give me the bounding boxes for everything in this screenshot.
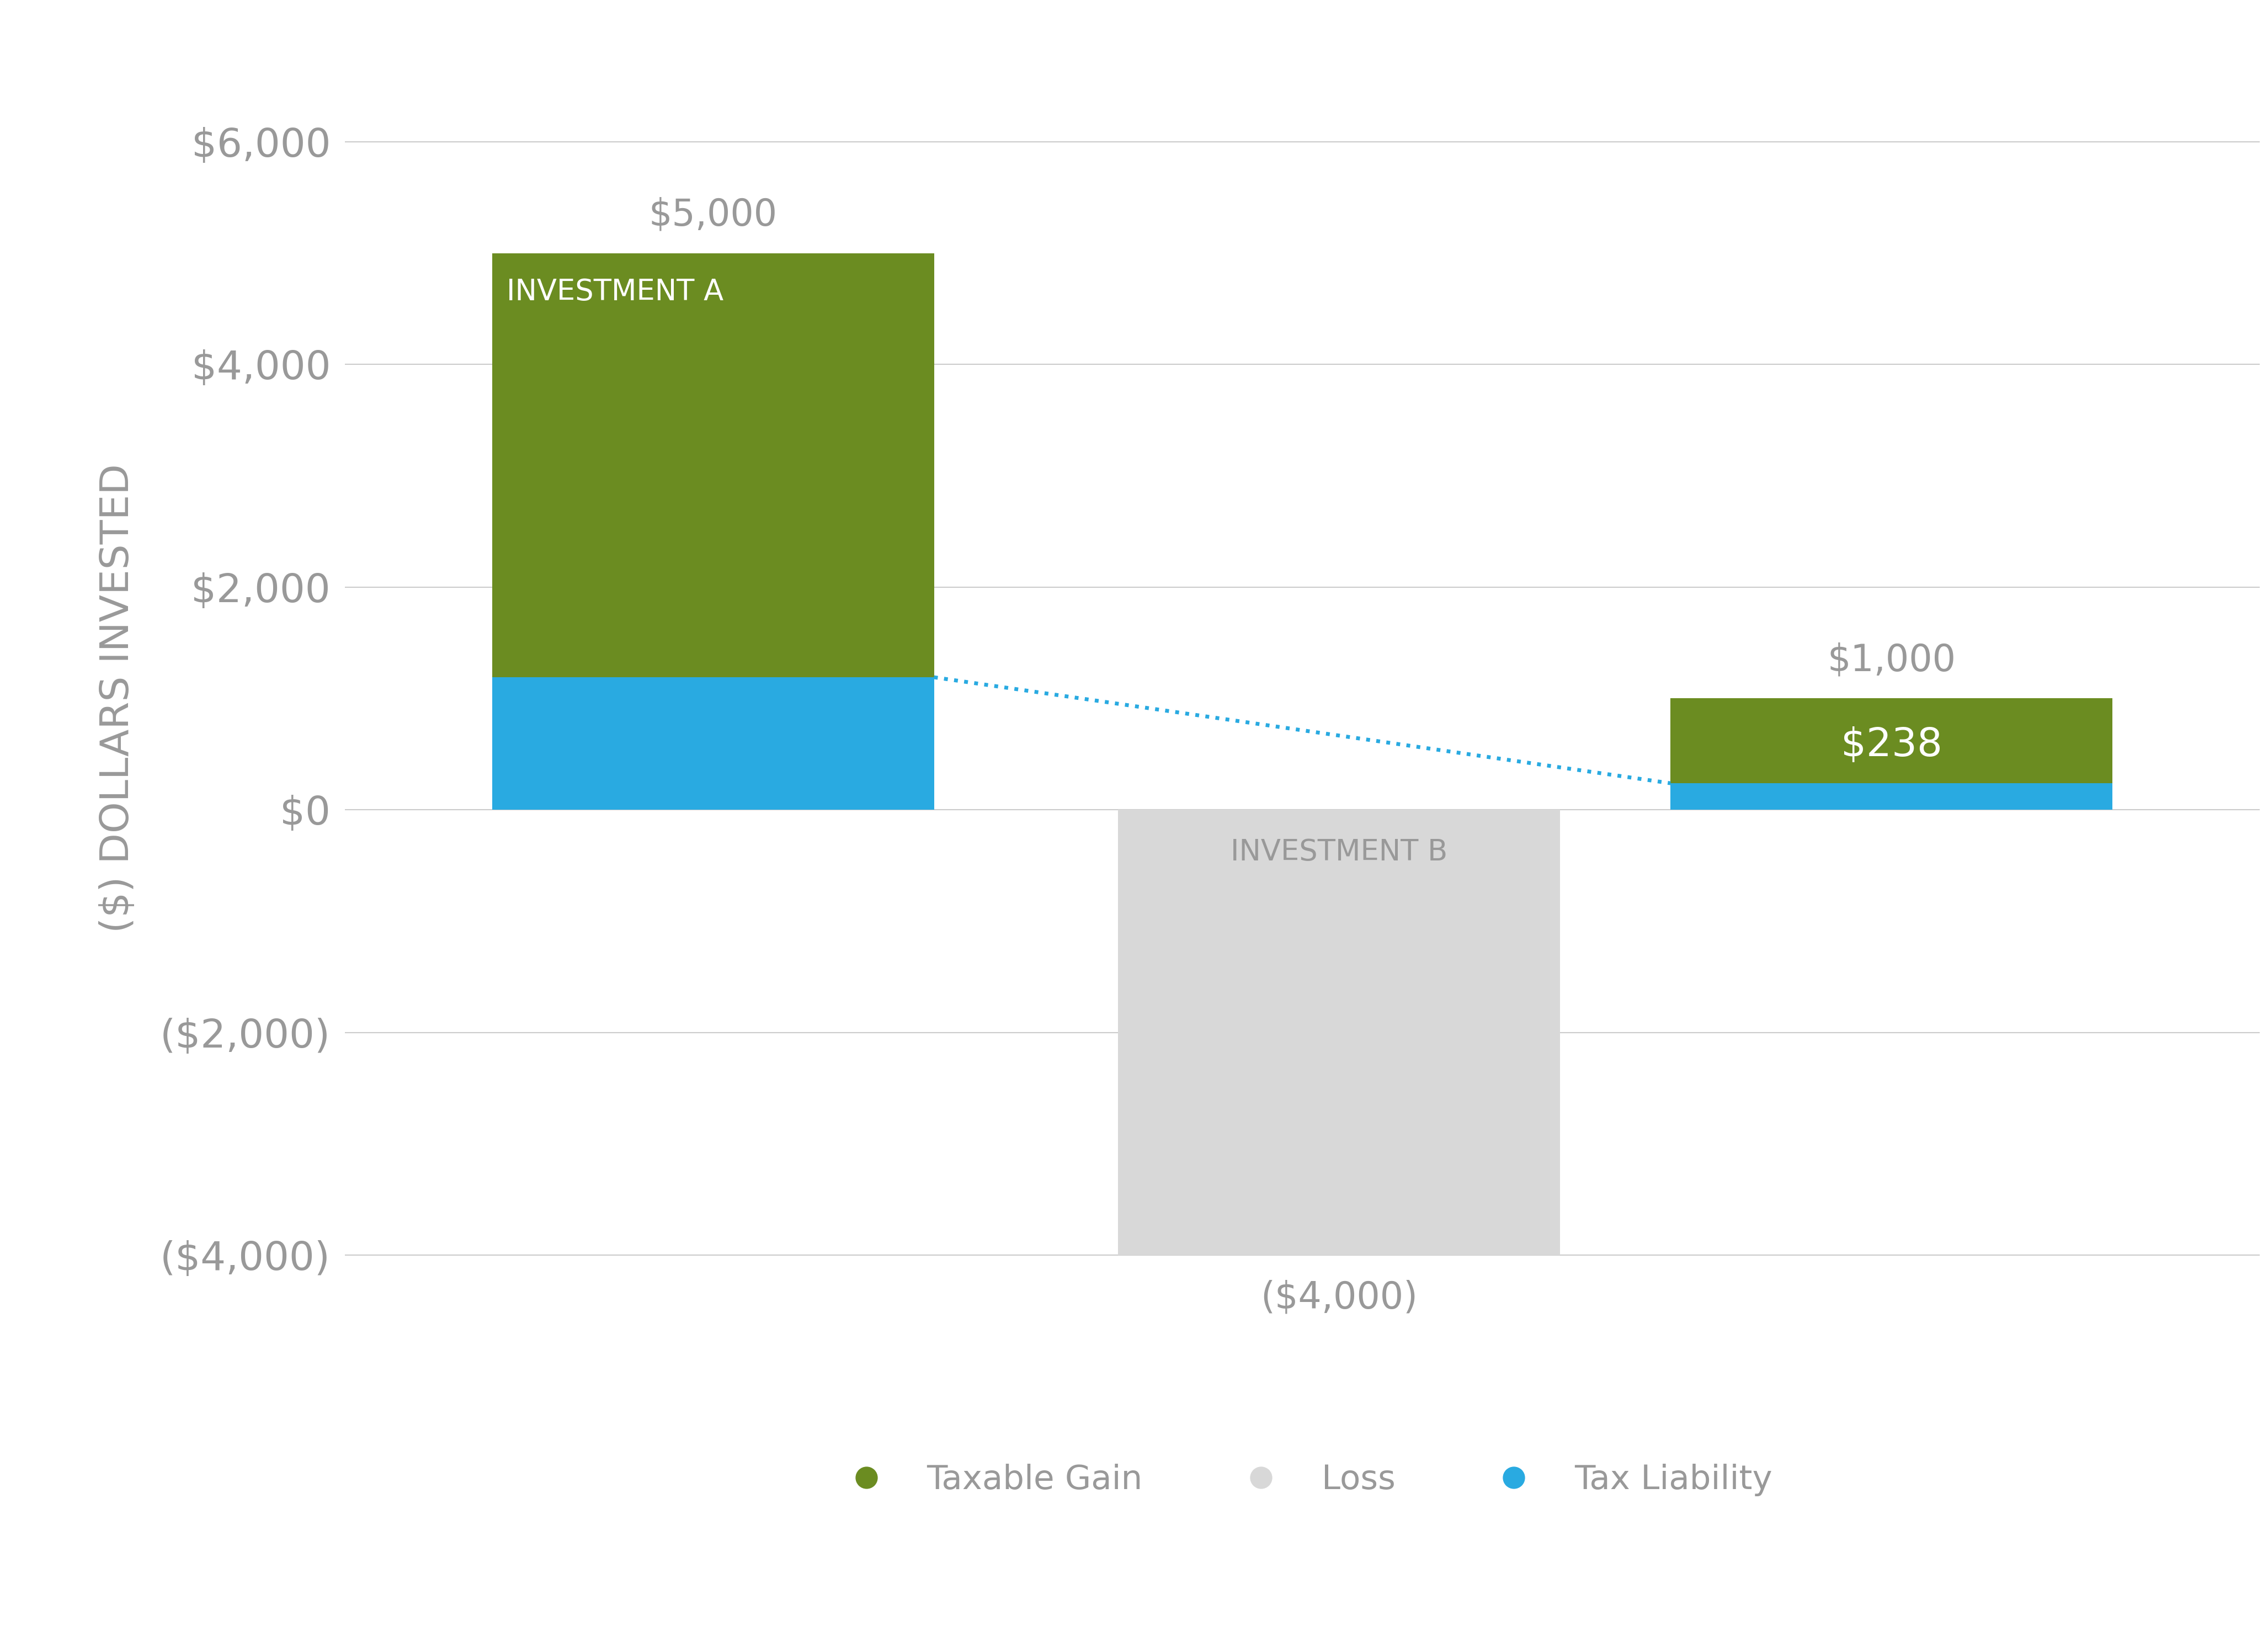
Bar bbox=[492, 254, 934, 810]
Bar bbox=[492, 678, 934, 810]
Text: INVESTMENT A: INVESTMENT A bbox=[506, 278, 723, 306]
Bar bbox=[1672, 699, 2112, 810]
Text: ($4,000): ($4,000) bbox=[1261, 1280, 1418, 1316]
Text: $1,000: $1,000 bbox=[1828, 642, 1955, 678]
Text: INVESTMENT B: INVESTMENT B bbox=[1232, 838, 1447, 866]
Bar bbox=[1672, 782, 2112, 810]
Text: $5,000: $5,000 bbox=[649, 196, 778, 232]
Bar bbox=[1118, 810, 1560, 1256]
Legend: Taxable Gain, Loss, Tax Liability: Taxable Gain, Loss, Tax Liability bbox=[819, 1450, 1785, 1509]
Y-axis label: ($) DOLLARS INVESTED: ($) DOLLARS INVESTED bbox=[100, 463, 136, 933]
Text: $238: $238 bbox=[1842, 727, 1941, 764]
Text: $1,190: $1,190 bbox=[522, 715, 660, 753]
